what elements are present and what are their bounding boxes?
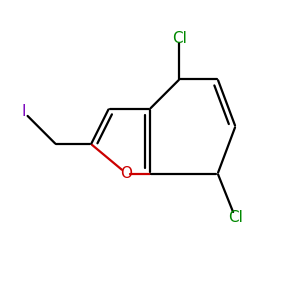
Text: Cl: Cl bbox=[172, 31, 187, 46]
Text: I: I bbox=[21, 104, 26, 119]
Text: Cl: Cl bbox=[228, 210, 243, 225]
Text: O: O bbox=[120, 166, 132, 181]
